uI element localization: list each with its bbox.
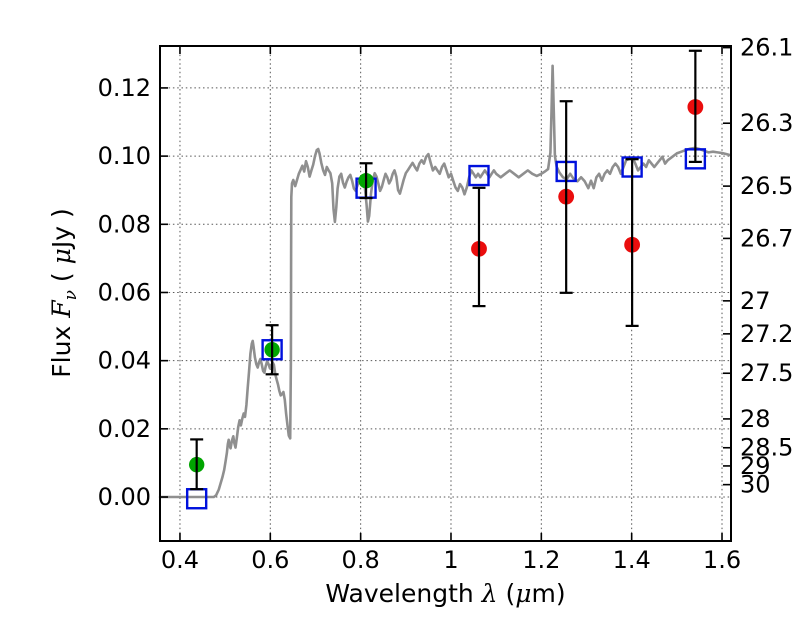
x-axis-title: Wavelength λ (μm) [325, 579, 565, 608]
sed-chart: 0.00 0.02 0.04 0.06 0.08 0.10 0.12 0.4 0.6 0.8 1 1.… [40, 16, 800, 616]
y-tick-label-right: 27 [740, 287, 771, 315]
x-tick-label: 1.6 [703, 546, 741, 574]
tick-marks [160, 46, 731, 541]
y-tick-label-right: 28 [740, 405, 771, 433]
y-axis-title-left: Flux Fν ( μJy ) [47, 208, 81, 377]
error-bars [190, 49, 702, 491]
y-tick-label-right: 30 [740, 471, 771, 499]
y-tick-label-left: 0.12 [98, 74, 151, 102]
y-tick-label-left: 0.02 [98, 415, 151, 443]
x-tick-label: 0.4 [161, 546, 199, 574]
y-tick-label-left: 0.00 [98, 483, 151, 511]
y-tick-label-right: 27.2 [740, 320, 793, 348]
sed-figure: 0.00 0.02 0.04 0.06 0.08 0.10 0.12 0.4 0.6 0.8 1 1.… [40, 16, 800, 616]
x-tick-label: 0.8 [342, 546, 380, 574]
y-tick-label-right: 27.5 [740, 359, 793, 387]
x-tick-label: 1.2 [522, 546, 560, 574]
y-tick-label-left: 0.04 [98, 347, 151, 375]
x-tick-label: 1.4 [613, 546, 651, 574]
axes-frame [159, 45, 732, 542]
y-tick-label-left: 0.10 [98, 142, 151, 170]
figure-background [40, 16, 800, 616]
y-tick-label-right: 28.5 [740, 434, 793, 462]
y-tick-label-left: 0.08 [98, 210, 151, 238]
y-tick-label-right: 29 [740, 452, 771, 480]
tick-labels: 0.00 0.02 0.04 0.06 0.08 0.10 0.12 0.4 0.6 0.8 1 1.… [98, 34, 794, 574]
model-square-marker [468, 164, 490, 187]
y-tick-label-left: 0.06 [98, 278, 151, 306]
y-tick-label-right: 26.1 [740, 34, 793, 62]
y-tick-label-right: 26.5 [740, 172, 793, 200]
model-spectrum-line [158, 64, 732, 499]
x-tick-label: 0.6 [251, 546, 289, 574]
y-tick-label-right: 26.7 [740, 224, 793, 252]
x-tick-label: 1 [443, 546, 458, 574]
y-tick-label-right: 26.3 [740, 109, 793, 137]
